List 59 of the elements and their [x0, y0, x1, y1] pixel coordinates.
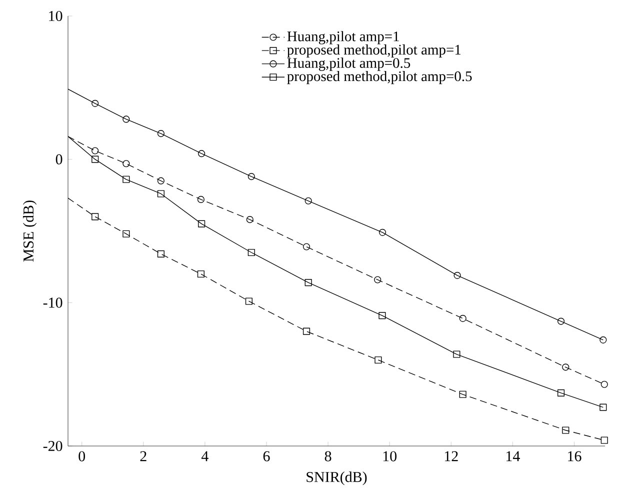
point [198, 220, 206, 228]
legend-label: Huang,pilot amp=0.5 [287, 58, 410, 71]
point [157, 177, 164, 184]
point [378, 228, 386, 236]
y-tick-label: -20 [43, 440, 62, 452]
point [557, 318, 565, 325]
x-tick-label: 2 [140, 451, 146, 462]
legend-label: Huang,pilot amp=1 [287, 31, 399, 44]
x-tick-label: 10 [383, 451, 397, 462]
point [122, 116, 130, 123]
x-tick-label: 0 [78, 451, 86, 462]
point [562, 364, 570, 371]
point [600, 336, 607, 344]
point [600, 380, 608, 388]
point [92, 156, 99, 163]
y-tick-label: 0 [56, 154, 62, 164]
x-tick-label: 12 [444, 451, 458, 462]
point [600, 404, 607, 411]
point [557, 389, 565, 396]
point [92, 147, 99, 154]
point [562, 426, 570, 434]
y-axis-title: MSE (dB) [23, 200, 37, 262]
point [459, 390, 466, 398]
point [302, 328, 310, 335]
point [197, 196, 204, 203]
point [459, 314, 466, 322]
legend-label: proposed method,pilot amp=1 [287, 44, 461, 58]
x-tick-label: 4 [201, 451, 208, 462]
point [157, 250, 164, 258]
point [197, 270, 204, 278]
point [304, 197, 312, 204]
point [304, 279, 312, 286]
point [600, 436, 608, 444]
point [122, 230, 130, 238]
point [92, 213, 99, 220]
point [245, 298, 252, 305]
point [248, 248, 255, 256]
point [302, 243, 310, 250]
legend-label: proposed method,pilot amp=0.5 [287, 70, 472, 84]
point [157, 130, 164, 138]
point [246, 216, 254, 224]
point [122, 160, 130, 168]
point [92, 100, 99, 107]
x-tick-label: 14 [506, 451, 520, 462]
point [378, 312, 386, 320]
point [198, 150, 206, 158]
y-tick-label: -10 [43, 298, 62, 308]
point [248, 172, 255, 180]
x-axis-title: SNIR(dB) [306, 472, 367, 486]
point [122, 176, 130, 183]
x-tick-label: 16 [568, 451, 582, 462]
point [453, 350, 460, 358]
point [454, 272, 461, 279]
point [157, 190, 164, 198]
point [374, 276, 382, 284]
x-tick-label: 8 [324, 451, 332, 462]
x-tick-label: 6 [263, 451, 270, 462]
y-tick-label: 10 [49, 10, 62, 22]
point [374, 356, 382, 364]
